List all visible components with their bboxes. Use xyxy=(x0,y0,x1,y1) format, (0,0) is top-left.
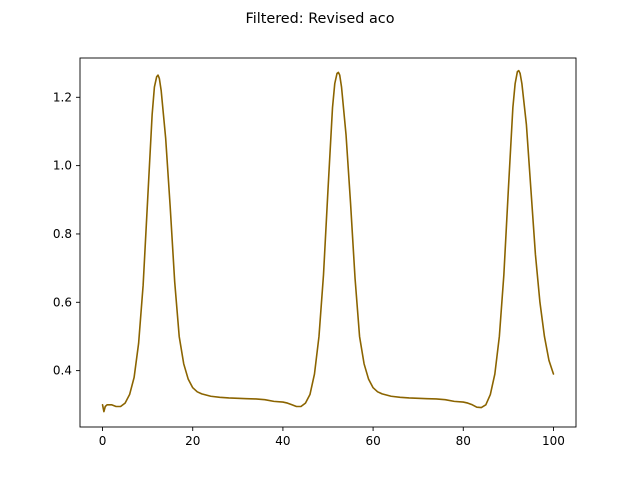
y-tick-label: 0.6 xyxy=(53,295,72,309)
x-tick-label: 60 xyxy=(365,434,380,448)
y-tick-label: 0.4 xyxy=(53,364,72,378)
x-tick-label: 40 xyxy=(275,434,290,448)
y-tick-label: 0.8 xyxy=(53,227,72,241)
x-tick-label: 20 xyxy=(185,434,200,448)
plot-area xyxy=(79,57,577,428)
x-tick-label: 80 xyxy=(456,434,471,448)
chart-title: Filtered: Revised aco xyxy=(245,11,394,27)
y-axis: 0.4 0.6 0.8 1.0 1.2 xyxy=(53,90,80,378)
x-axis: 0 20 40 60 80 100 xyxy=(99,427,565,448)
axes-frame xyxy=(79,57,577,428)
x-tick-label: 0 xyxy=(99,434,107,448)
y-tick-label: 1.0 xyxy=(53,159,72,173)
y-tick-label: 1.2 xyxy=(53,90,72,104)
series-line xyxy=(101,69,555,413)
x-tick-label: 100 xyxy=(542,434,565,448)
